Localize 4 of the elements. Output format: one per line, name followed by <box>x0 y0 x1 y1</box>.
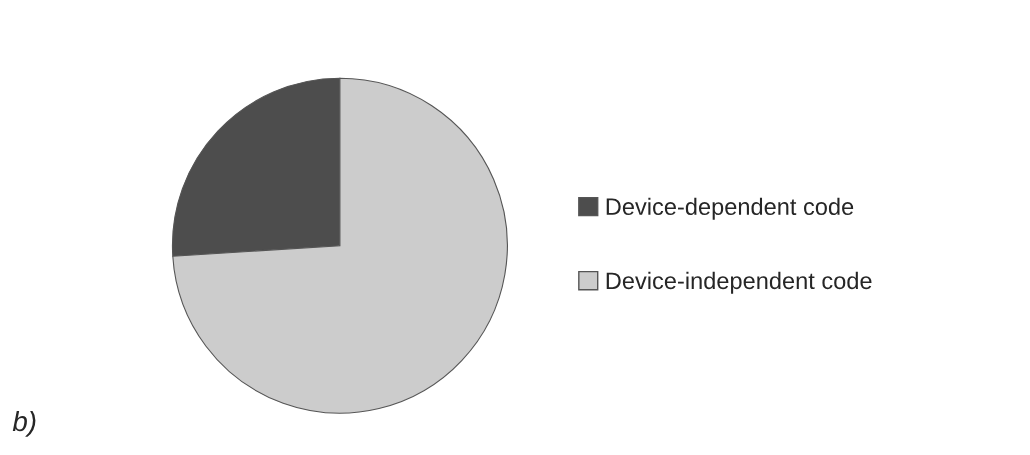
pie-slice <box>172 77 508 414</box>
legend-label: Device-independent code <box>606 271 872 294</box>
text: b) <box>12 410 36 437</box>
legend-label: Device-dependent code <box>606 197 854 220</box>
